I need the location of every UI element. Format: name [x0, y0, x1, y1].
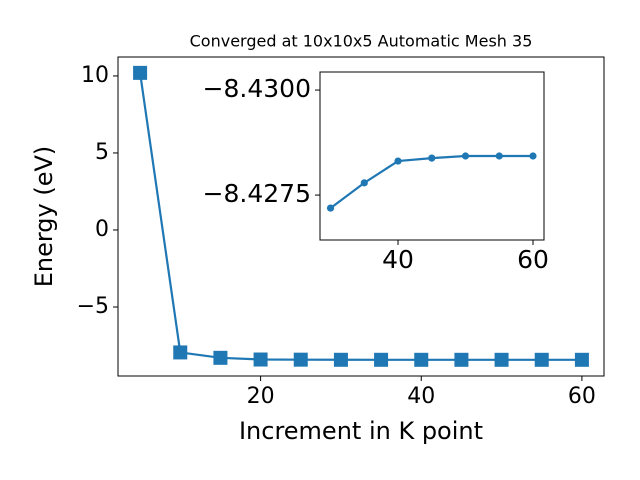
marker: [213, 350, 228, 365]
marker: [494, 352, 509, 367]
marker: [529, 152, 537, 160]
marker: [428, 154, 436, 162]
y-tick-label: 10: [81, 63, 109, 88]
marker: [374, 352, 389, 367]
y-axis-label: Energy (eV): [30, 146, 58, 288]
y-tick-label: 0: [95, 217, 109, 242]
marker: [326, 204, 335, 212]
y-tick-label: −8.4275: [203, 179, 311, 208]
marker: [253, 352, 268, 367]
x-tick-label: 60: [568, 384, 596, 409]
chart-title: Converged at 10x10x5 Automatic Mesh 35: [190, 32, 533, 51]
y-tick-label: −8.4300: [203, 74, 311, 103]
marker: [360, 179, 368, 187]
x-tick-label: 40: [382, 245, 414, 274]
marker: [173, 345, 188, 360]
marker: [133, 65, 148, 80]
marker: [333, 352, 348, 367]
marker: [461, 152, 470, 160]
marker: [414, 352, 429, 367]
marker: [293, 352, 308, 367]
marker: [394, 157, 402, 165]
marker: [495, 152, 503, 160]
y-tick-label: 5: [95, 140, 109, 165]
marker: [574, 352, 589, 367]
x-tick-label: 20: [247, 384, 275, 409]
y-tick-label: −5: [77, 294, 109, 319]
x-axis-label: Increment in K point: [239, 417, 483, 445]
marker: [534, 352, 549, 367]
marker: [454, 352, 469, 367]
x-tick-label: 60: [517, 245, 549, 274]
x-tick-label: 40: [407, 384, 435, 409]
